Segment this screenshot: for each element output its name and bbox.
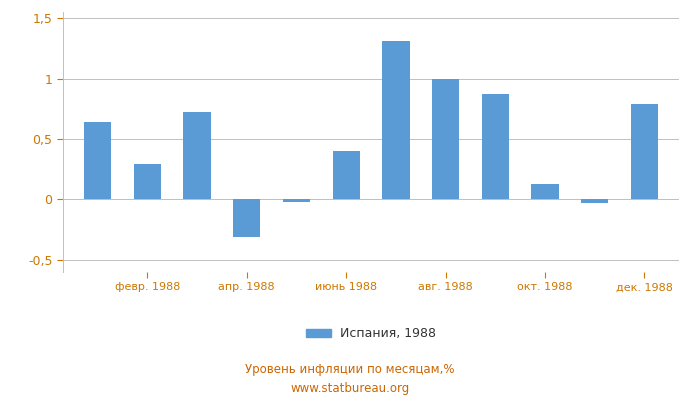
Bar: [283, 200, 310, 202]
Bar: [482, 94, 509, 200]
Bar: [134, 164, 161, 200]
Bar: [531, 184, 559, 200]
Bar: [432, 78, 459, 200]
Bar: [84, 122, 111, 200]
Bar: [233, 200, 260, 237]
Bar: [183, 112, 211, 200]
Bar: [382, 41, 410, 200]
Text: www.statbureau.org: www.statbureau.org: [290, 382, 410, 395]
Legend: Испания, 1988: Испания, 1988: [300, 322, 442, 346]
Bar: [631, 104, 658, 200]
Bar: [332, 151, 360, 200]
Text: Уровень инфляции по месяцам,%: Уровень инфляции по месяцам,%: [245, 364, 455, 376]
Bar: [581, 200, 608, 203]
